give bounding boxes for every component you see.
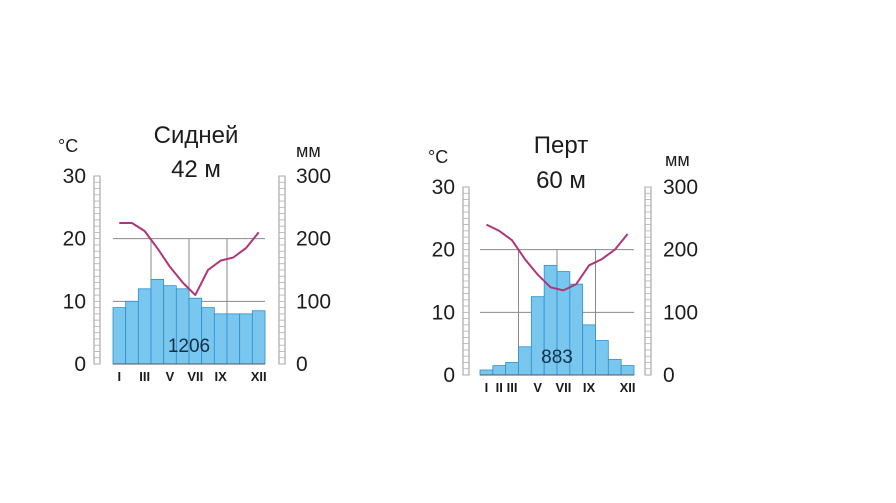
precipitation-tick-label: 200 xyxy=(663,239,698,262)
temperature-line xyxy=(485,223,629,292)
precipitation-tick-label: 0 xyxy=(663,364,675,387)
temperature-tick-label: 20 xyxy=(432,239,455,262)
month-label: V xyxy=(166,369,175,384)
temperature-tick-label: 0 xyxy=(443,364,455,387)
temperature-unit-label: °C xyxy=(58,136,78,156)
precipitation-tick-label: 300 xyxy=(663,176,698,199)
precipitation-bar xyxy=(505,362,519,376)
precipitation-tick-label: 0 xyxy=(296,353,308,376)
temperature-tick-label: 20 xyxy=(63,228,86,251)
precipitation-bar xyxy=(213,313,228,365)
month-label: IX xyxy=(215,369,228,384)
month-label: VII xyxy=(187,369,203,384)
annual-precipitation-total: 1206 xyxy=(168,336,210,357)
month-label: XII xyxy=(620,380,636,395)
precipitation-tick-label: 100 xyxy=(663,301,698,324)
precipitation-bar xyxy=(492,365,507,376)
precipitation-bar xyxy=(479,369,494,376)
annual-precipitation-total: 883 xyxy=(541,347,573,368)
precipitation-bar xyxy=(582,324,596,376)
month-label: III xyxy=(139,369,150,384)
precipitation-bar xyxy=(595,340,609,376)
precipitation-tick-label: 300 xyxy=(296,165,331,188)
precipitation-tick-label: 100 xyxy=(296,290,331,313)
precipitation-tick-label: 200 xyxy=(296,228,331,251)
month-label: XII xyxy=(251,369,267,384)
precipitation-bar xyxy=(226,313,241,365)
precipitation-bar xyxy=(239,313,253,365)
precipitation-bar xyxy=(620,365,635,376)
chart-elevation: 42 м xyxy=(171,156,221,183)
temperature-tick-label: 30 xyxy=(63,165,86,188)
temperature-line xyxy=(119,222,260,297)
month-label: III xyxy=(507,380,518,395)
month-label: V xyxy=(533,380,542,395)
precipitation-bar xyxy=(137,288,152,365)
temperature-tick-label: 10 xyxy=(63,290,86,313)
precipitation-unit-label: мм xyxy=(665,150,690,170)
precipitation-bar xyxy=(251,310,266,365)
precipitation-unit-label: мм xyxy=(296,141,321,161)
precipitation-bar xyxy=(125,300,139,365)
precipitation-bar xyxy=(150,278,165,365)
temperature-tick-label: 10 xyxy=(432,301,455,324)
month-label: VII xyxy=(555,380,571,395)
chart-elevation: 60 м xyxy=(536,167,586,194)
precipitation-bar xyxy=(607,358,622,376)
month-label: II xyxy=(496,380,503,395)
month-label: IX xyxy=(583,380,596,395)
temperature-unit-label: °C xyxy=(428,147,448,167)
month-label: I xyxy=(118,369,122,384)
temperature-tick-label: 30 xyxy=(432,176,455,199)
month-label: I xyxy=(485,380,489,395)
chart-title: Сидней xyxy=(154,122,239,149)
precipitation-bar xyxy=(112,307,127,365)
temperature-tick-label: 0 xyxy=(74,353,86,376)
precipitation-bar xyxy=(518,346,532,376)
chart-title: Перт xyxy=(534,132,588,159)
